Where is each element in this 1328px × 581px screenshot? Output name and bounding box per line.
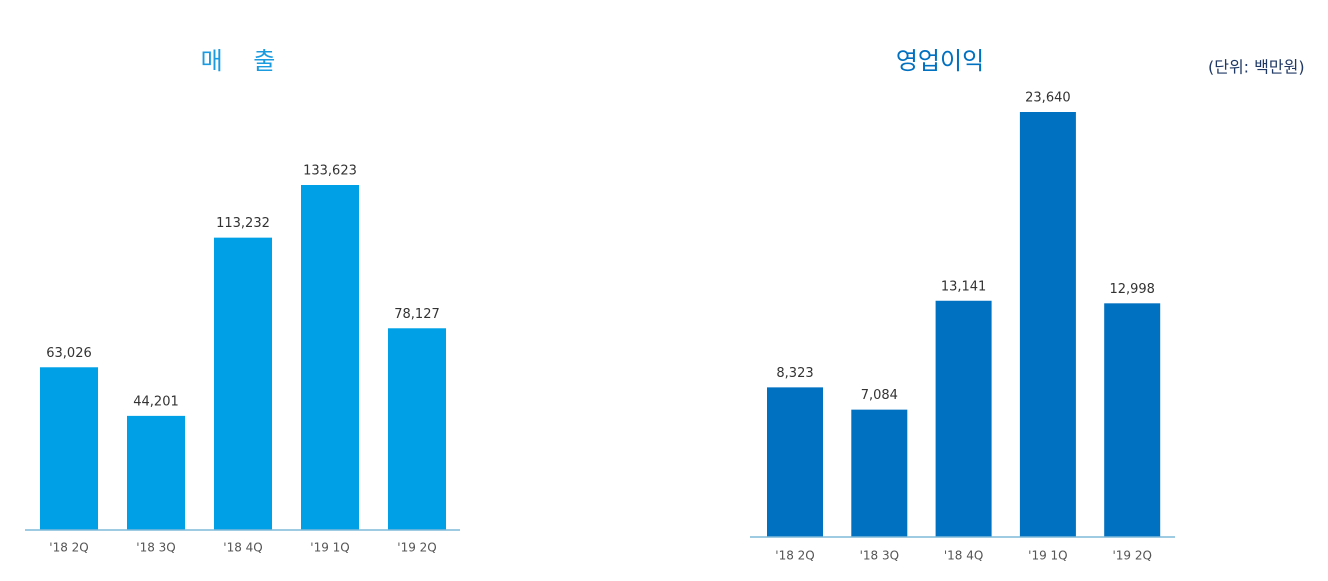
value-label: 7,084 <box>861 388 898 403</box>
value-label: 44,201 <box>133 394 179 409</box>
bar <box>1104 303 1161 537</box>
bar <box>935 300 992 537</box>
bar <box>1019 112 1076 537</box>
x-tick-label: '19 2Q <box>1112 549 1151 563</box>
value-label: 12,998 <box>1109 282 1155 297</box>
value-label: 8,323 <box>776 366 813 381</box>
value-label: 133,623 <box>303 164 357 179</box>
bar <box>40 367 98 530</box>
chart-title: 매 출 <box>201 47 276 75</box>
x-tick-label: '19 2Q <box>397 541 436 555</box>
bar <box>851 409 908 537</box>
chart-title: 영업이익 <box>896 47 984 75</box>
x-tick-label: '18 3Q <box>136 541 175 555</box>
bar <box>127 415 185 530</box>
bar <box>388 328 446 530</box>
x-tick-label: '19 1Q <box>1028 549 1067 563</box>
unit-note: (단위: 백만원) <box>1208 58 1305 77</box>
value-label: 23,640 <box>1025 91 1071 106</box>
value-label: 63,026 <box>46 346 92 361</box>
x-tick-label: '19 1Q <box>310 541 349 555</box>
x-tick-label: '18 3Q <box>860 549 899 563</box>
bar <box>214 237 272 530</box>
x-tick-label: '18 4Q <box>944 549 983 563</box>
value-label: 78,127 <box>394 307 440 322</box>
x-tick-label: '18 2Q <box>49 541 88 555</box>
bar <box>767 387 823 537</box>
value-label: 13,141 <box>941 279 987 294</box>
x-tick-label: '18 2Q <box>775 549 814 563</box>
x-tick-label: '18 4Q <box>223 541 262 555</box>
value-label: 113,232 <box>216 216 270 231</box>
bar <box>301 185 359 530</box>
